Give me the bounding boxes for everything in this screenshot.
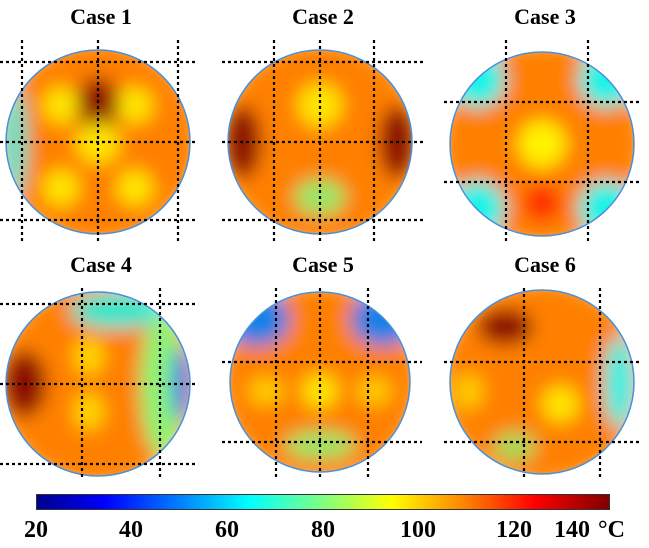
heatmap-field: [450, 290, 634, 474]
temperature-region: [523, 184, 561, 222]
temperature-region: [116, 169, 154, 207]
case-2-title: Case 2: [292, 4, 354, 29]
temperature-region: [116, 86, 154, 124]
temperature-region: [450, 180, 506, 236]
colorbar-tick-60: 60: [215, 517, 239, 543]
colorbar-tick-40: 40: [119, 517, 143, 543]
temperature-region: [356, 376, 392, 406]
temperature-region: [74, 338, 104, 375]
case-6-title: Case 6: [514, 252, 576, 277]
case-2-plot: [222, 40, 424, 244]
case-1-heatmap: [0, 40, 196, 244]
colorbar-tick-140: 140: [554, 517, 590, 543]
temperature-region: [248, 376, 284, 406]
case-3-plot: [444, 40, 640, 244]
heatmap-field: [450, 52, 634, 236]
temperature-region: [264, 132, 302, 170]
case-4-title: Case 4: [70, 252, 132, 277]
temperature-region: [518, 120, 566, 168]
temperature-region: [604, 336, 634, 428]
case-5-heatmap: [222, 288, 428, 478]
wafer-outline: [449, 51, 635, 237]
colorbar-unit: °C: [598, 517, 625, 543]
temperature-region: [338, 132, 376, 170]
case-2-heatmap: [222, 40, 428, 244]
colorbar-tick-100: 100: [400, 517, 436, 543]
case-1-plot: [0, 40, 196, 244]
case-4-heatmap: [0, 288, 196, 478]
temperature-colorbar: [36, 494, 610, 510]
temperature-region: [350, 292, 410, 346]
temperature-region: [75, 77, 121, 133]
temperature-region: [542, 385, 579, 423]
temperature-region: [42, 86, 80, 124]
case-3-heatmap: [444, 40, 640, 244]
temperature-region: [74, 393, 104, 430]
case-6-plot: [444, 288, 640, 478]
colorbar-tick-20: 20: [24, 517, 48, 543]
temperature-region: [297, 83, 343, 128]
temperature-region: [450, 52, 506, 108]
case-5-plot: [222, 288, 422, 478]
temperature-region: [42, 169, 80, 207]
temperature-region: [477, 308, 533, 346]
temperature-region: [492, 431, 537, 462]
colorbar-tick-120: 120: [496, 517, 532, 543]
temperature-region: [453, 372, 484, 410]
case-3-title: Case 3: [514, 4, 576, 29]
wafer-outline: [229, 291, 411, 473]
case-5-title: Case 5: [292, 252, 354, 277]
case-4-plot: [0, 288, 196, 478]
wafer-outline: [449, 289, 635, 475]
case-6-heatmap: [444, 288, 640, 478]
case-1-title: Case 1: [70, 4, 132, 29]
temperature-region: [70, 292, 163, 329]
colorbar-tick-80: 80: [311, 517, 335, 543]
temperature-region: [230, 292, 290, 346]
